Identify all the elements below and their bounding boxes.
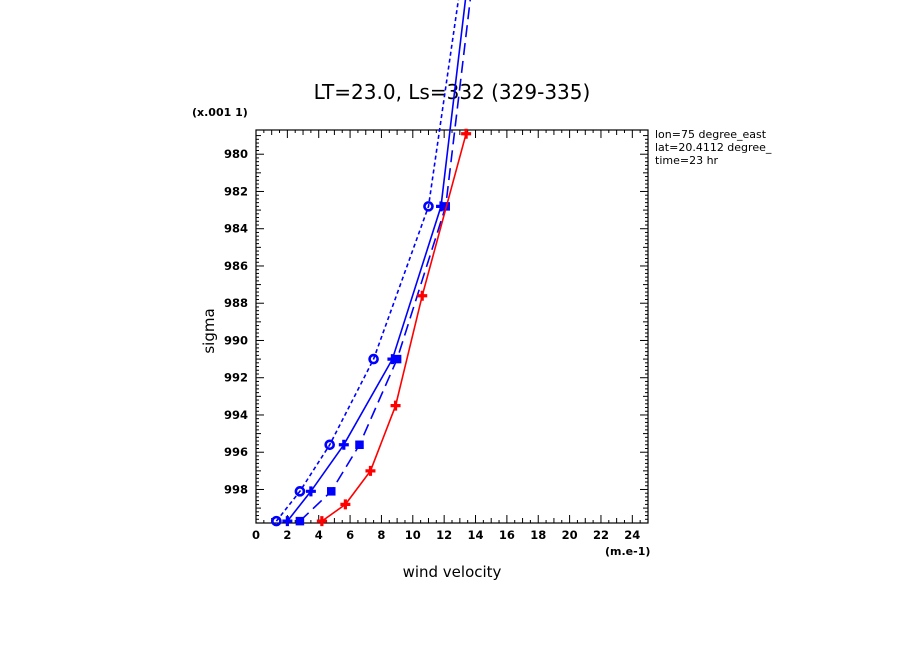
- y-tick-label: 990: [224, 333, 248, 347]
- chart-title: LT=23.0, Ls=332 (329-335): [314, 80, 591, 104]
- x-tick-label: 14: [468, 528, 484, 542]
- x-tick-label: 10: [405, 528, 421, 542]
- data-point: [338, 439, 349, 450]
- y-tick-label: 986: [224, 259, 248, 273]
- y-tick-label: 992: [224, 371, 248, 385]
- data-point: [390, 400, 401, 411]
- x-tick-label: 24: [624, 528, 640, 542]
- y-tick-label: 980: [224, 147, 248, 161]
- y-tick-label: 984: [224, 222, 248, 236]
- x-tick-label: 6: [346, 528, 354, 542]
- data-point: [365, 465, 376, 476]
- x-tick-label: 12: [436, 528, 452, 542]
- y-tick-label: 988: [224, 296, 248, 310]
- data-point: [294, 486, 306, 497]
- data-point: [305, 486, 316, 497]
- x-tick-label: 8: [377, 528, 385, 542]
- annotation-time: time=23 hr: [655, 154, 719, 167]
- x-tick-label: 4: [315, 528, 323, 542]
- data-point: [295, 516, 305, 526]
- annotation-lat: lat=20.4112 degree_: [655, 141, 772, 154]
- data-point: [423, 201, 434, 212]
- data-point: [392, 354, 402, 364]
- data-point: [271, 515, 282, 527]
- data-point: [340, 499, 351, 510]
- data-point: [316, 516, 327, 527]
- x-tick-label: 2: [283, 528, 291, 542]
- series-3: [316, 128, 472, 527]
- x-unit-label: (m.e-1): [605, 545, 650, 558]
- data-point: [461, 128, 472, 139]
- y-tick-label: 994: [224, 408, 248, 422]
- data-point: [355, 440, 364, 450]
- y-axis-title: sigma: [200, 308, 218, 353]
- data-point: [417, 290, 428, 301]
- x-axis-title: wind velocity: [403, 563, 502, 581]
- series-line: [321, 133, 467, 522]
- axes: 0 2 4 6 8 10 12 14 16 18 20 22 249809829849869889909…: [224, 129, 649, 542]
- series-layer: [271, 0, 472, 527]
- y-tick-label: 998: [224, 482, 248, 496]
- annotation-lon: lon=75 degree_east: [655, 128, 767, 141]
- x-tick-label: 0: [252, 528, 260, 542]
- series-0: [271, 0, 460, 527]
- series-line: [299, 0, 472, 522]
- x-tick-label: 18: [530, 528, 546, 542]
- y-tick-label: 996: [224, 445, 248, 459]
- series-line: [286, 0, 467, 522]
- x-tick-label: 20: [562, 528, 578, 542]
- data-point: [324, 439, 335, 451]
- series-line: [275, 0, 460, 522]
- data-point: [368, 353, 379, 365]
- data-point: [327, 487, 336, 496]
- x-tick-label: 22: [593, 528, 609, 542]
- x-tick-label: 16: [499, 528, 515, 542]
- y-scale-note: (x.001 1): [192, 106, 248, 119]
- series-2: [295, 0, 472, 526]
- y-tick-label: 982: [224, 184, 248, 198]
- plot-frame: [255, 129, 649, 524]
- data-point: [282, 516, 293, 527]
- series-1: [282, 0, 467, 527]
